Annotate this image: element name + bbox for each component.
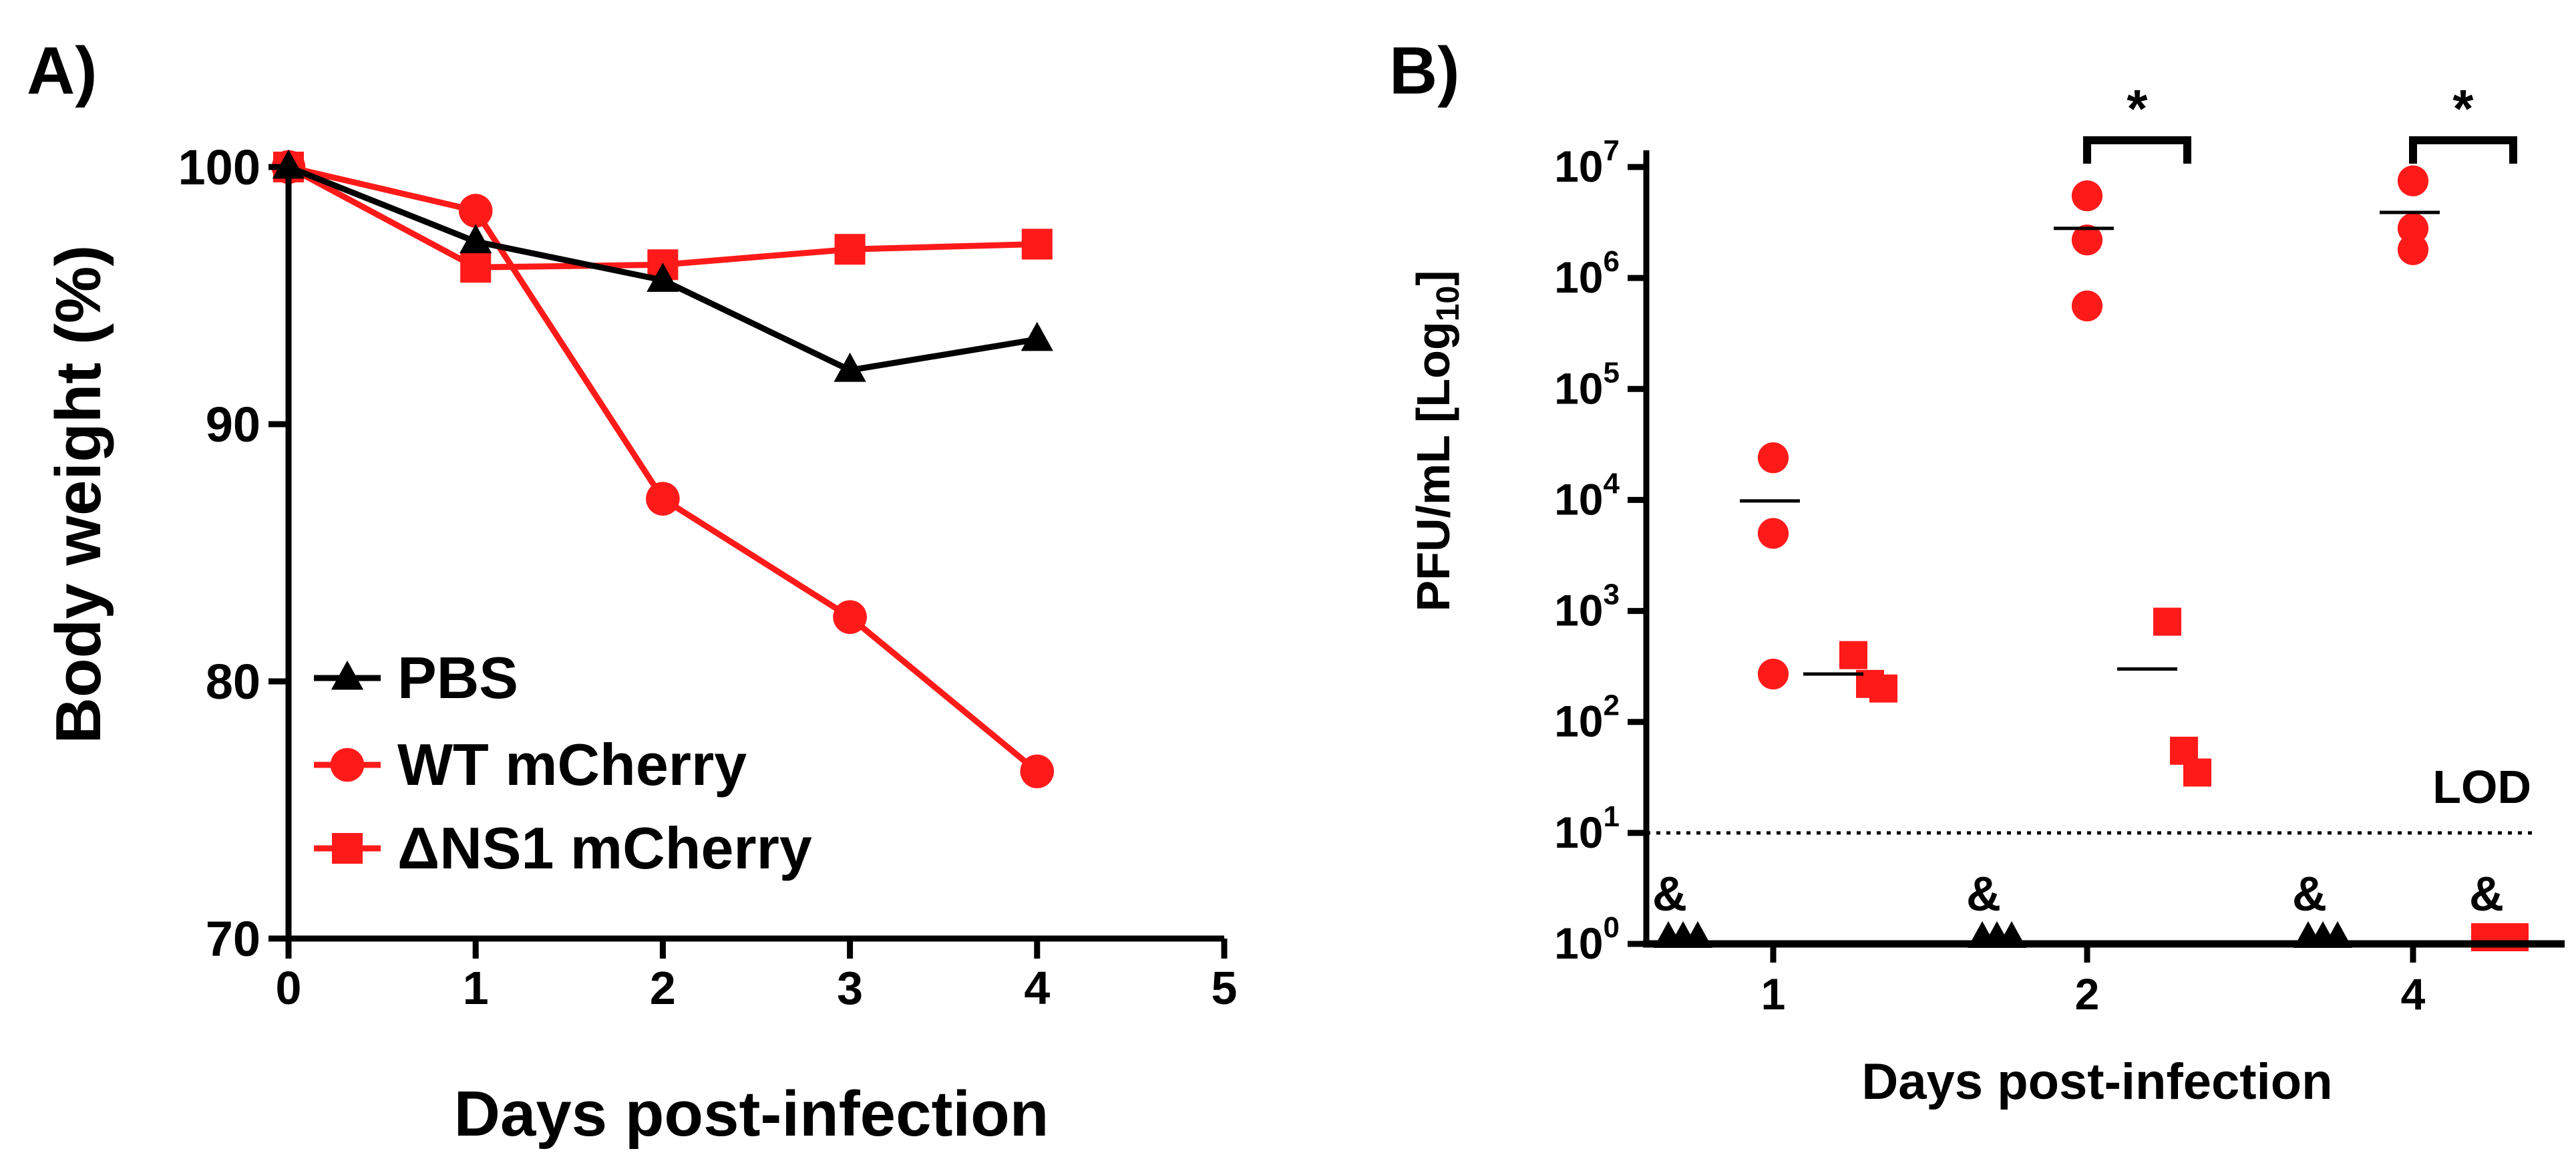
panel-b-label: B) [1389, 33, 1460, 108]
panel-a-legend: PBS WT mCherry ΔNS1 mCherry [314, 645, 812, 881]
y-tick-label-1e3: 103 [1554, 578, 1620, 635]
x-tick-label-0: 0 [276, 962, 302, 1014]
data-point-pbs-day-4 [1021, 321, 1053, 351]
x-tick-label-1: 1 [463, 962, 489, 1014]
y-tick-label-1e0: 100 [1554, 911, 1620, 968]
data-point-wt-mcherry-day-4-2 [2397, 212, 2429, 244]
lod-label: LOD [2432, 761, 2531, 813]
y-tick-label-base: 10 [1554, 142, 1603, 191]
x-tick-label-3: 3 [837, 962, 863, 1014]
data-point-wt-mcherry-day-4-1 [2397, 165, 2429, 196]
y-tick-label-1e1: 101 [1554, 800, 1620, 857]
panel-a-x-axis-title: Days post-infection [454, 1078, 1049, 1150]
y-tick-label-exponent: 1 [1604, 800, 1620, 833]
y-tick-label-base: 10 [1554, 363, 1603, 413]
panel-a-axes: 0 1 2 3 4 5 70 80 90 100 [178, 140, 1238, 1014]
below-lod-symbol-pbs-day-4: & [2292, 868, 2327, 921]
data-point-pbs-day-3 [834, 352, 866, 382]
data-point-wt-mcherry-day-3 [833, 600, 867, 635]
y-tick-label-exponent: 3 [1604, 578, 1620, 611]
panel-b-y-axis-title-main: PFU/mL [Log [1407, 321, 1459, 611]
x-tick-label-day-4: 4 [2401, 969, 2426, 1019]
below-lod-symbol-pbs-day-1: & [1652, 868, 1687, 921]
y-tick-label-70: 70 [206, 911, 260, 967]
data-point-ns1-mcherry-day-4 [1021, 228, 1053, 260]
legend-marker-pbs [331, 660, 364, 690]
y-tick-label-base: 10 [1554, 586, 1603, 635]
y-tick-label-exponent: 7 [1604, 134, 1620, 167]
data-point-ns1-mcherry-day-1 [460, 252, 492, 283]
y-tick-label-1e7: 107 [1554, 134, 1620, 191]
legend-label-pbs: PBS [397, 645, 518, 711]
data-point-wt-mcherry-day-4-3 [2397, 234, 2429, 265]
panel-a-plot-area [271, 149, 1055, 789]
y-tick-label-80: 80 [206, 654, 260, 709]
x-tick-label-2: 2 [650, 962, 676, 1014]
y-tick-label-exponent: 5 [1604, 356, 1620, 389]
data-point-ns1-mcherry-day-1-3 [1869, 674, 1897, 703]
y-tick-label-base: 10 [1554, 808, 1603, 857]
panel-b-y-axis-title: PFU/mL [Log10] [1407, 271, 1466, 612]
y-tick-label-base: 10 [1554, 253, 1603, 302]
y-tick-label-1e4: 104 [1554, 467, 1620, 524]
y-tick-label-90: 90 [206, 397, 260, 452]
data-point-wt-mcherry-day-4 [1020, 754, 1055, 789]
data-point-ns1-mcherry-day-3 [834, 234, 866, 265]
significance-asterisk-day-2: * [2127, 79, 2148, 138]
data-point-wt-mcherry-day-1-1 [1757, 442, 1789, 474]
panel-a-y-axis-title: Body weight (%) [43, 245, 114, 744]
y-tick-label-1e2: 102 [1554, 689, 1620, 746]
y-tick-label-1e5: 105 [1554, 356, 1620, 413]
data-point-pbs-day-1 [459, 224, 492, 254]
legend-label-ns1-mcherry: ΔNS1 mCherry [397, 815, 812, 881]
data-point-wt-mcherry-day-1-2 [1757, 518, 1789, 549]
significance-bracket-day-4 [2409, 136, 2517, 164]
panel-a-label: A) [27, 33, 98, 108]
data-point-wt-mcherry-day-1 [458, 194, 493, 228]
legend-label-wt-mcherry: WT mCherry [397, 731, 747, 798]
x-tick-label-4: 4 [1024, 962, 1050, 1014]
y-tick-label-exponent: 0 [1604, 911, 1620, 944]
x-tick-label-day-2: 2 [2075, 969, 2100, 1019]
below-lod-symbol-ns1-mcherry-day-4: & [2469, 868, 2504, 921]
y-tick-label-exponent: 6 [1604, 245, 1620, 278]
panel-b-plot-area: & & & & * * [1646, 79, 2538, 951]
data-point-wt-mcherry-day-2-2 [2071, 224, 2103, 256]
significance-asterisk-day-4: * [2452, 79, 2474, 138]
y-tick-label-100: 100 [178, 140, 260, 195]
data-point-ns1-mcherry-day-2-1 [2153, 607, 2181, 636]
y-tick-label-base: 10 [1554, 474, 1603, 524]
y-tick-label-exponent: 4 [1604, 467, 1620, 500]
panel-b-y-axis-title-close: ] [1407, 271, 1459, 286]
y-tick-label-1e6: 106 [1554, 245, 1620, 302]
x-tick-label-5: 5 [1212, 962, 1238, 1014]
data-point-wt-mcherry-day-2-3 [2071, 290, 2103, 322]
data-point-wt-mcherry-day-2 [646, 482, 680, 516]
legend-marker-wt-mcherry [330, 747, 365, 782]
data-point-pbs-day-2 [647, 263, 679, 292]
below-lod-symbol-pbs-day-2: & [1966, 868, 2001, 921]
significance-bracket-day-2 [2083, 136, 2191, 164]
data-point-ns1-mcherry-day-2-3 [2183, 758, 2211, 787]
legend-marker-ns1-mcherry [332, 833, 363, 864]
x-tick-label-day-1: 1 [1761, 969, 1786, 1019]
y-tick-label-base: 10 [1554, 919, 1603, 968]
data-point-wt-mcherry-day-2-1 [2071, 180, 2103, 212]
data-point-ns1-mcherry-day-1-1 [1839, 641, 1867, 669]
panel-b-y-axis-title-subscript: 10 [1431, 286, 1466, 321]
panel-b-x-axis-title: Days post-infection [1861, 1053, 2332, 1110]
data-point-wt-mcherry-day-1-3 [1757, 658, 1789, 690]
panel-a-weight-chart: A) 0 1 2 3 4 5 70 80 90 100 Days post-infection B… [27, 33, 1237, 1150]
y-tick-label-base: 10 [1554, 697, 1603, 746]
y-tick-label-exponent: 2 [1604, 689, 1620, 722]
